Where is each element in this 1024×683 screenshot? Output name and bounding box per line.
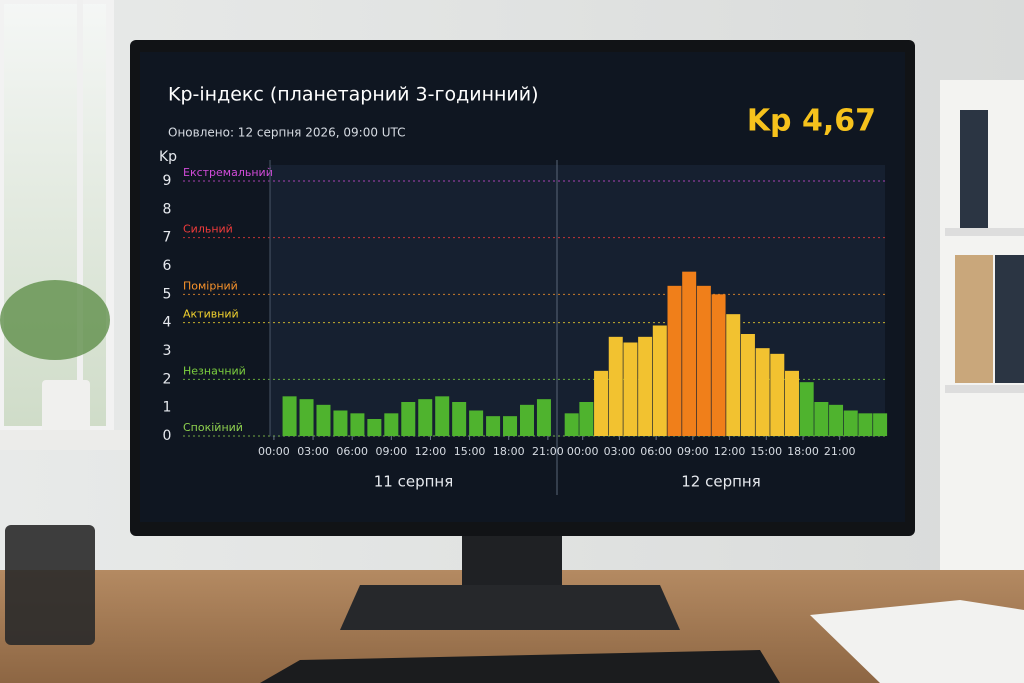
level-label: Незначний (183, 364, 246, 377)
bar (770, 353, 785, 436)
x-tick-label: 03:00 (297, 445, 329, 458)
y-tick-label: 7 (163, 230, 172, 246)
y-tick-label: 6 (163, 258, 172, 274)
bar (282, 396, 297, 436)
pen-holder (5, 525, 95, 645)
x-tick-label: 00:00 (258, 445, 290, 458)
bar (435, 396, 450, 436)
day-label: 12 серпня (681, 473, 761, 491)
y-tick-label: 3 (163, 343, 172, 359)
x-tick-label: 06:00 (640, 445, 672, 458)
current-kp: Kp 4,67 (747, 104, 876, 139)
day-label: 11 серпня (374, 473, 454, 491)
binder (955, 255, 993, 383)
level-label: Спокійний (183, 421, 243, 434)
x-tick-label: 18:00 (493, 445, 525, 458)
bar (814, 402, 829, 436)
chart-title: Kp-індекс (планетарний 3-годинний) (168, 84, 539, 106)
bar (740, 334, 755, 436)
bar (384, 413, 399, 436)
binder (960, 110, 988, 228)
notebook (810, 600, 1024, 683)
shelf-board (945, 228, 1024, 236)
level-label: Помірний (183, 279, 238, 292)
x-tick-label: 21:00 (532, 445, 564, 458)
bar (469, 410, 484, 436)
keyboard (260, 650, 780, 683)
y-tick-label: 5 (163, 286, 172, 302)
bar (333, 410, 348, 436)
bar (536, 399, 551, 436)
bar (682, 271, 697, 436)
bar (486, 416, 501, 436)
bar (843, 410, 858, 436)
bar (638, 336, 653, 436)
bar (711, 294, 726, 436)
chart-subtitle: Оновлено: 12 серпня 2026, 09:00 UTC (168, 126, 406, 140)
bar (503, 416, 518, 436)
plant-pot (42, 380, 90, 436)
bar (418, 399, 433, 436)
level-label: Активний (183, 308, 239, 321)
y-tick-label: 4 (163, 315, 172, 331)
bar (367, 419, 382, 436)
bar (623, 342, 638, 436)
level-label: Екстремальний (183, 166, 273, 179)
bar (350, 413, 365, 436)
bar (755, 348, 770, 436)
bar (401, 402, 416, 436)
x-tick-label: 15:00 (454, 445, 486, 458)
plant (0, 280, 110, 360)
level-label: Сильний (183, 223, 233, 236)
bar (799, 382, 814, 436)
bar (873, 413, 888, 436)
bar (519, 404, 534, 436)
x-tick-label: 00:00 (567, 445, 599, 458)
shelf-board (945, 385, 1024, 393)
binder (995, 255, 1024, 383)
bar (452, 402, 467, 436)
x-tick-label: 09:00 (375, 445, 407, 458)
monitor-stand (462, 528, 562, 590)
window-sill (0, 430, 130, 450)
y-tick-label: 1 (163, 400, 172, 416)
bar (829, 404, 844, 436)
bar (594, 370, 609, 436)
y-tick-label: 2 (163, 371, 172, 387)
monitor-base (340, 585, 680, 630)
y-tick-label: 8 (163, 201, 172, 217)
y-tick-label: 9 (163, 173, 172, 189)
x-tick-label: 06:00 (336, 445, 368, 458)
bar (316, 404, 331, 436)
bar (652, 325, 667, 436)
bar (608, 336, 623, 436)
x-tick-label: 12:00 (415, 445, 447, 458)
y-tick-label: 0 (163, 428, 172, 444)
bar (579, 402, 594, 436)
bar (858, 413, 873, 436)
window (0, 0, 110, 430)
bar (667, 285, 682, 436)
bar (784, 370, 799, 436)
y-axis-label: Kp (159, 149, 177, 165)
x-tick-label: 18:00 (787, 445, 819, 458)
x-tick-label: 12:00 (714, 445, 746, 458)
bar (696, 285, 711, 436)
x-tick-label: 15:00 (750, 445, 782, 458)
bar (564, 413, 579, 436)
bar (299, 399, 314, 436)
chart: Kp-індекс (планетарний 3-годинний) Оновл… (159, 84, 888, 495)
bar (726, 314, 741, 436)
x-tick-label: 09:00 (677, 445, 709, 458)
x-tick-label: 21:00 (824, 445, 856, 458)
x-tick-label: 03:00 (604, 445, 636, 458)
